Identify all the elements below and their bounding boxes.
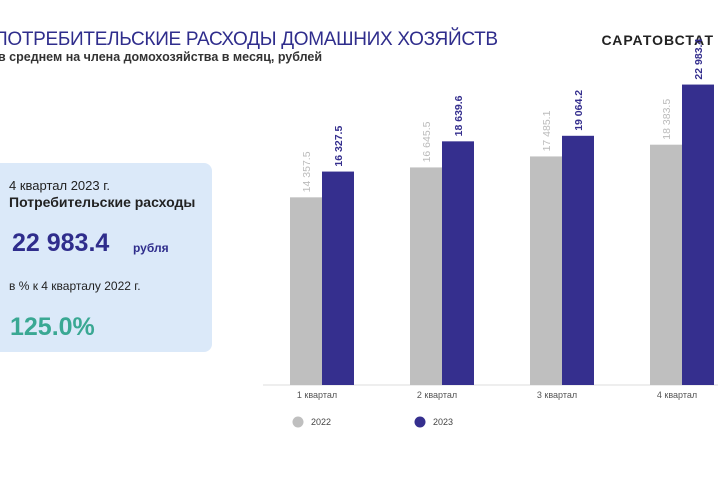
- bar-2023-q4: [682, 84, 714, 385]
- data-label: 16 645.5: [421, 121, 433, 162]
- bar-2023-q3: [562, 135, 594, 385]
- summary-value: 22 983.4: [12, 229, 110, 257]
- data-label: 18 383.5: [661, 99, 673, 140]
- data-label: 14 357.5: [301, 151, 313, 192]
- data-label: 17 485.1: [541, 110, 553, 151]
- legend-marker-2023: [414, 416, 426, 428]
- page-subtitle: в среднем на члена домохозяйства в месяц…: [0, 50, 323, 64]
- x-tick-label: 2 квартал: [417, 390, 457, 400]
- legend-label: 2023: [433, 417, 453, 427]
- summary-heading: Потребительские расходы: [9, 194, 196, 210]
- summary-period: 4 квартал 2023 г.: [9, 178, 110, 193]
- x-tick-label: 4 квартал: [657, 390, 697, 400]
- summary-compare-label: в % к 4 кварталу 2022 г.: [9, 279, 141, 293]
- data-label: 19 064.2: [573, 90, 585, 131]
- bar-2022-q2: [410, 167, 442, 385]
- data-label: 18 639.6: [453, 95, 465, 136]
- brand-logo: САРАТОВСТАТ: [601, 32, 714, 48]
- bar-2023-q1: [322, 171, 354, 385]
- bar-2022-q3: [530, 156, 562, 385]
- legend-marker-2022: [292, 416, 304, 428]
- legend-label: 2022: [311, 417, 331, 427]
- data-label: 16 327.5: [333, 126, 345, 167]
- x-tick-label: 3 квартал: [537, 390, 577, 400]
- summary-percent: 125.0%: [10, 313, 95, 341]
- bar-2022-q4: [650, 144, 682, 385]
- summary-panel: 4 квартал 2023 г. Потребительские расход…: [0, 163, 212, 352]
- bar-2022-q1: [290, 197, 322, 385]
- data-label: 22 983.4: [693, 39, 705, 80]
- page-title: ПОТРЕБИТЕЛЬСКИЕ РАСХОДЫ ДОМАШНИХ ХОЗЯЙСТ…: [0, 29, 498, 50]
- bar-2023-q2: [442, 141, 474, 385]
- summary-unit: рубля: [133, 241, 169, 255]
- x-tick-label: 1 квартал: [297, 390, 337, 400]
